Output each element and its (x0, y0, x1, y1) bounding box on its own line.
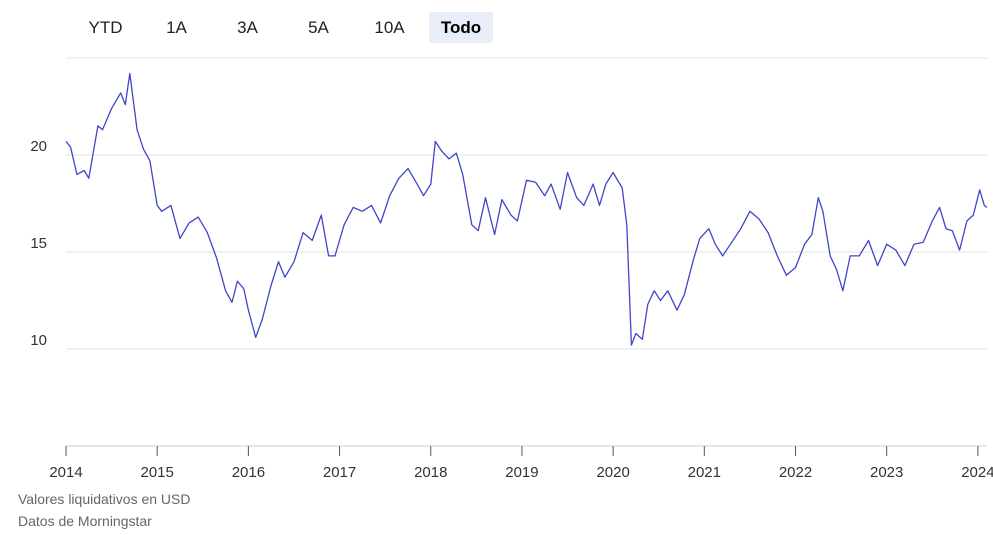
x-tick-label: 2015 (141, 464, 174, 481)
note: Valores liquidativos en USD (18, 491, 191, 507)
note: Datos de Morningstar (18, 513, 152, 529)
range-button[interactable]: 1A (166, 18, 187, 37)
x-tick-label: 2017 (323, 464, 356, 481)
x-tick-label: 2020 (596, 464, 629, 481)
range-button[interactable]: 10A (374, 18, 405, 37)
series-line (65, 72, 988, 346)
range-button[interactable]: YTD (88, 18, 123, 37)
range-button[interactable]: Todo (429, 12, 493, 43)
y-tick-label: 20 (30, 138, 47, 155)
x-tick-label: 2019 (505, 464, 538, 481)
y-tick-label: 15 (30, 235, 47, 252)
x-tick-label: 2022 (779, 464, 812, 481)
x-tick-label: 2023 (870, 464, 903, 481)
x-tick-label: 2024 (961, 464, 993, 481)
x-tick-label: 2018 (414, 464, 447, 481)
x-tick-label: 2021 (688, 464, 721, 481)
chart: 10 15 20 2014 2015 2016 2017 2018 2019 2020 2021 20… (30, 57, 993, 481)
range-buttons: YTD 1A 3A 5A 10A Todo (70, 12, 493, 43)
x-tick-label: 2014 (49, 464, 82, 481)
x-tick-label: 2016 (232, 464, 265, 481)
range-button[interactable]: 5A (308, 18, 329, 37)
range-button[interactable]: 3A (237, 18, 258, 37)
y-tick-label: 10 (30, 332, 47, 349)
